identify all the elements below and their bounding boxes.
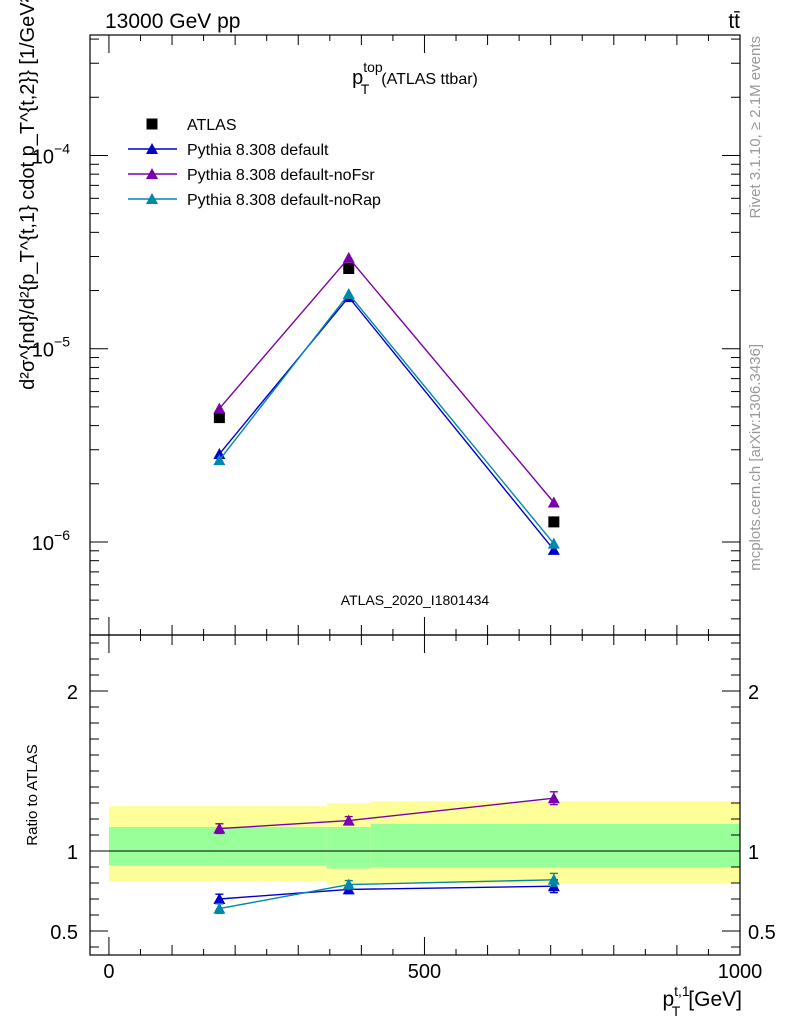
series-marker-3: [547, 537, 560, 549]
ratio-y-axis-label: Ratio to ATLAS: [24, 744, 41, 845]
y-tick-label-exponent: −5: [54, 334, 70, 350]
ratio-marker-0: [213, 893, 226, 904]
ratio-y-tick-label: 0.5: [50, 922, 78, 944]
source-label: mcplots.cern.ch [arXiv:1306.3436]: [747, 344, 764, 571]
y-tick-label-exponent: −4: [54, 140, 70, 156]
y-tick-label-base: 10: [32, 340, 54, 362]
series-marker-2: [213, 402, 226, 414]
y-tick-label-base: 10: [32, 533, 54, 555]
ratio-y-tick-label-right: 1: [748, 842, 759, 864]
x-label-subscript: T: [672, 1003, 681, 1019]
ratio-marker-1: [342, 814, 355, 826]
ratio-line-0: [219, 885, 554, 900]
ratio-marker-2: [342, 878, 355, 890]
series-marker-3: [213, 454, 226, 466]
legend-label: ATLAS: [187, 117, 237, 134]
atlas-data-point: [213, 412, 225, 424]
legend-marker: [146, 193, 158, 204]
x-tick-label: 500: [408, 961, 441, 983]
x-label-unit: [GeV]: [688, 988, 742, 1011]
x-axis-label: pt,1 T [GeV]: [662, 983, 742, 1019]
title-superscript: top: [363, 59, 383, 75]
legend-label: Pythia 8.308 default-noRap: [187, 192, 381, 209]
ratio-y-tick-label-right: 0.5: [748, 922, 776, 944]
series-line-3: [218, 292, 555, 545]
y-tick-label-exponent: −6: [54, 527, 70, 543]
plot-title: ptop T (ATLAS ttbar): [352, 59, 478, 97]
legend-marker: [146, 143, 158, 154]
ratio-marker-1: [547, 792, 560, 804]
legend-marker-atlas: [146, 118, 158, 130]
y-tick-label: 10−6: [32, 527, 70, 555]
series-marker-3: [342, 287, 355, 299]
x-label-main: p: [662, 988, 674, 1011]
ratio-y-tick-label-right: 2: [748, 682, 759, 704]
legend-label: Pythia 8.308 default: [187, 142, 329, 159]
series-marker-2: [547, 496, 560, 508]
process-label: tt̄: [728, 10, 740, 33]
energy-label: 13000 GeV pp: [105, 10, 240, 33]
analysis-watermark: ATLAS_2020_I1801434: [341, 592, 490, 608]
ratio-marker-2: [213, 902, 226, 914]
rivet-version-label: Rivet 3.1.10, ≥ 2.1M events: [747, 36, 764, 219]
series-marker-1: [547, 543, 560, 555]
title-rest: (ATLAS ttbar): [381, 71, 478, 88]
atlas-data-point: [343, 263, 355, 275]
uncertainty-band-inner: [326, 827, 371, 869]
series-line-1: [218, 295, 555, 551]
ratio-line-2: [219, 879, 554, 910]
x-label-superscript: t,1: [674, 983, 690, 999]
legend-label: Pythia 8.308 default-noFsr: [187, 167, 375, 184]
ratio-marker-1: [213, 822, 226, 834]
series-marker-2: [342, 251, 355, 263]
y-tick-label-base: 10: [32, 146, 54, 168]
ratio-plot-frame: [89, 634, 741, 956]
y-tick-label: 10−5: [32, 334, 70, 362]
atlas-data-point: [548, 516, 560, 528]
y-tick-label: 10−4: [32, 140, 70, 168]
ratio-plot-panel: 0.5 0.5 1 1 2 2 0 500 1000 Ratio to ATLAS pt,1 T [Ge…: [24, 634, 776, 1019]
title-main: p: [352, 67, 363, 89]
ratio-y-tick-label: 2: [67, 682, 78, 704]
x-tick-label: 0: [103, 961, 114, 983]
series-line-2: [218, 256, 555, 503]
y-axis-label: d²σ^{nd}/d²{p_T^{t,1} cdot p_T^{t,2}} [1…: [17, 0, 39, 390]
ratio-y-tick-label: 1: [67, 842, 78, 864]
legend-marker: [146, 168, 158, 179]
x-tick-label: 1000: [718, 961, 763, 983]
ratio-marker-2: [547, 873, 560, 885]
uncertainty-band-inner: [370, 823, 740, 867]
title-subscript: T: [361, 81, 370, 97]
